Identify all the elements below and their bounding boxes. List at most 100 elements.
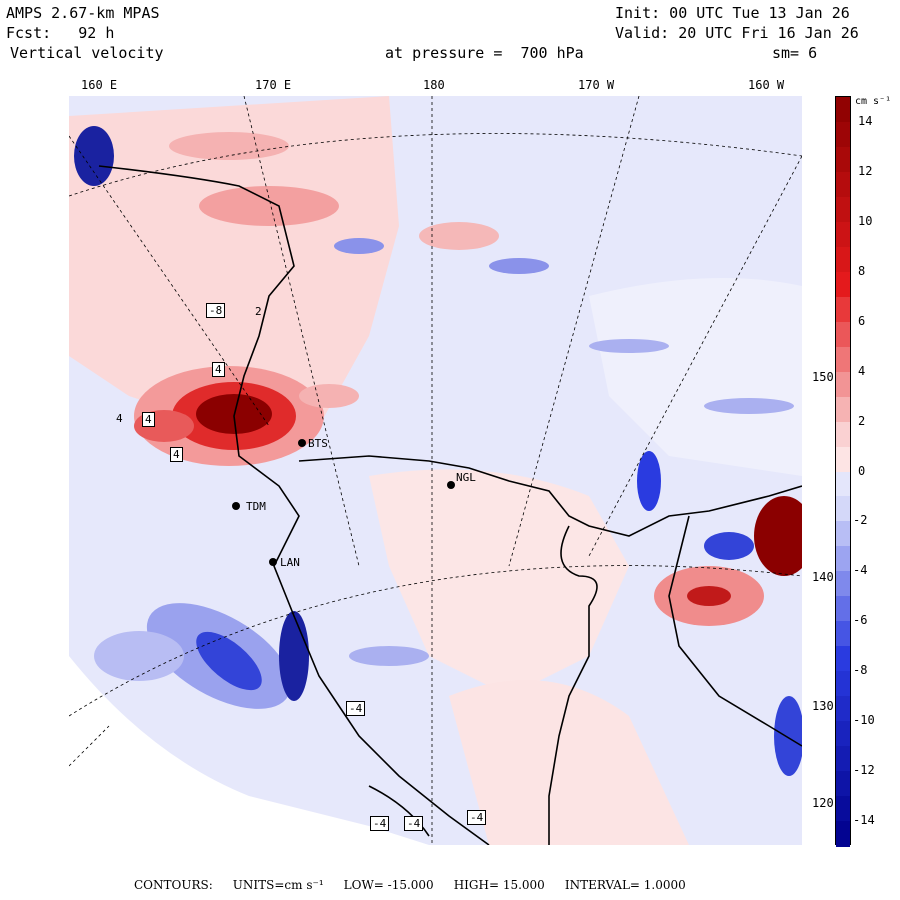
domain-edge bbox=[69, 656, 429, 845]
negative-core-east bbox=[704, 532, 754, 560]
colorbar-tick-label: 2 bbox=[858, 413, 866, 428]
coastline bbox=[98, 165, 802, 845]
negative-streak-2 bbox=[489, 258, 549, 274]
positive-streak-1 bbox=[199, 186, 339, 226]
colorbar-bin bbox=[836, 371, 850, 398]
station-lan-label: LAN bbox=[280, 556, 300, 569]
negative-core-se bbox=[774, 696, 802, 776]
pressure-value: 700 hPa bbox=[520, 44, 584, 62]
graticule bbox=[69, 96, 802, 845]
field-name: Vertical velocity bbox=[10, 44, 164, 62]
lon-label-170e: 170 E bbox=[255, 78, 292, 92]
positive-core-east bbox=[687, 586, 731, 606]
lon-label-170w: 170 W bbox=[578, 78, 615, 92]
lon-label-160e: 160 E bbox=[81, 78, 118, 92]
footer-units: UNITS=cm s⁻¹ bbox=[232, 878, 324, 892]
negative-region-west bbox=[94, 631, 184, 681]
contour-label-4: 4 bbox=[142, 412, 155, 427]
colorbar-bin bbox=[836, 696, 850, 722]
colorbar-tick-label: -6 bbox=[853, 613, 868, 628]
colorbar-bin bbox=[836, 296, 850, 323]
positive-streak-2 bbox=[169, 132, 289, 160]
colorbar-bin bbox=[836, 596, 850, 622]
fcst-label: Fcst: bbox=[6, 24, 52, 42]
footer-contours: CONTOURS: bbox=[134, 878, 213, 892]
contour-label-5: 4 bbox=[170, 447, 183, 462]
colorbar-tick-label: -12 bbox=[853, 763, 875, 778]
colorbar-bin bbox=[836, 471, 850, 498]
colorbar-bin bbox=[836, 821, 850, 847]
colorbar-tick-label: 4 bbox=[858, 363, 866, 378]
colorbar-tick-label: 12 bbox=[858, 163, 873, 178]
colorbar-bin bbox=[836, 97, 850, 123]
colorbar-bin bbox=[836, 346, 850, 373]
colorbar-tick-label: 14 bbox=[858, 113, 873, 128]
station-ngl-marker bbox=[447, 481, 455, 489]
station-bts-label: BTS bbox=[308, 437, 328, 450]
colorbar-bin bbox=[836, 421, 850, 448]
colorbar-bin bbox=[836, 771, 850, 797]
positive-core-far-east bbox=[754, 496, 802, 576]
colorbar-bin bbox=[836, 271, 850, 298]
colorbar-bin bbox=[836, 221, 850, 248]
positive-region-south bbox=[449, 680, 689, 845]
negative-core-sw-2 bbox=[279, 611, 309, 701]
positive-streak-3 bbox=[419, 222, 499, 250]
negative-region-east bbox=[589, 278, 802, 476]
contour-label-6: -4 bbox=[346, 701, 366, 716]
negative-streak-3 bbox=[589, 339, 669, 353]
pressure-label: at pressure = bbox=[385, 44, 503, 62]
footer-low: LOW= -15.000 bbox=[343, 878, 434, 892]
negative-streak-4 bbox=[704, 398, 794, 414]
station-bts-marker bbox=[298, 439, 306, 447]
init-time: Init: 00 UTC Tue 13 Jan 26 bbox=[615, 4, 850, 22]
pressure-level: at pressure = 700 hPa bbox=[385, 44, 584, 62]
station-tdm-label: TDM bbox=[246, 500, 266, 513]
colorbar-tick-label: -8 bbox=[853, 663, 868, 678]
contour-label-8: -4 bbox=[404, 816, 424, 831]
contour-label-9: -4 bbox=[467, 810, 487, 825]
contour-label-10: 4 bbox=[116, 412, 123, 425]
colorbar-bin bbox=[836, 496, 850, 523]
smoothing-label: sm= 6 bbox=[772, 44, 818, 62]
colorbar-bin bbox=[836, 121, 850, 148]
contour-label-3: 4 bbox=[212, 362, 225, 377]
colorbar-bin bbox=[836, 321, 850, 348]
model-title: AMPS 2.67-km MPAS bbox=[6, 4, 160, 22]
colorbar-bin bbox=[836, 396, 850, 423]
negative-streak-east bbox=[637, 451, 661, 511]
colorbar-tick-label: -10 bbox=[853, 713, 875, 728]
colorbar-bin bbox=[836, 521, 850, 547]
lon-label-160w: 160 W bbox=[748, 78, 785, 92]
colorbar-bin bbox=[836, 671, 850, 697]
colorbar-tick-label: 0 bbox=[858, 463, 866, 478]
station-lan-marker bbox=[269, 558, 277, 566]
vertical-velocity-map bbox=[69, 96, 802, 845]
colorbar-tick-label: -14 bbox=[853, 813, 875, 828]
colorbar-bin bbox=[836, 571, 850, 597]
forecast-hour: Fcst: 92 h bbox=[6, 24, 114, 42]
lon-label-180: 180 bbox=[423, 78, 445, 92]
colorbar-tick-label: -2 bbox=[853, 513, 868, 528]
contour-label-1: -8 bbox=[206, 303, 226, 318]
colorbar-bin bbox=[836, 746, 850, 772]
negative-core-nw bbox=[74, 126, 114, 186]
colorbar-tick-label: 8 bbox=[858, 263, 866, 278]
positive-streak-4 bbox=[299, 384, 359, 408]
contour-label-7: -4 bbox=[370, 816, 390, 831]
colorbar-bin bbox=[836, 796, 850, 822]
positive-region-north bbox=[69, 96, 399, 426]
colorbar-units: cm s⁻¹ bbox=[855, 96, 892, 107]
colorbar-bin bbox=[836, 196, 850, 223]
positive-region-ross bbox=[369, 469, 629, 696]
colorbar-bin bbox=[836, 721, 850, 747]
colorbar-tick-label: -4 bbox=[853, 563, 868, 578]
colorbar-bin bbox=[836, 621, 850, 647]
footer-high: HIGH= 15.000 bbox=[453, 878, 545, 892]
footer-interval: INTERVAL= 1.0000 bbox=[564, 878, 686, 892]
fcst-value: 92 h bbox=[78, 24, 115, 42]
negative-core-sw bbox=[196, 631, 262, 691]
colorbar bbox=[835, 96, 851, 847]
contour-info: CONTOURS: UNITS=cm s⁻¹ LOW= -15.000 HIGH= 1… bbox=[134, 878, 706, 892]
negative-streak-1 bbox=[334, 238, 384, 254]
